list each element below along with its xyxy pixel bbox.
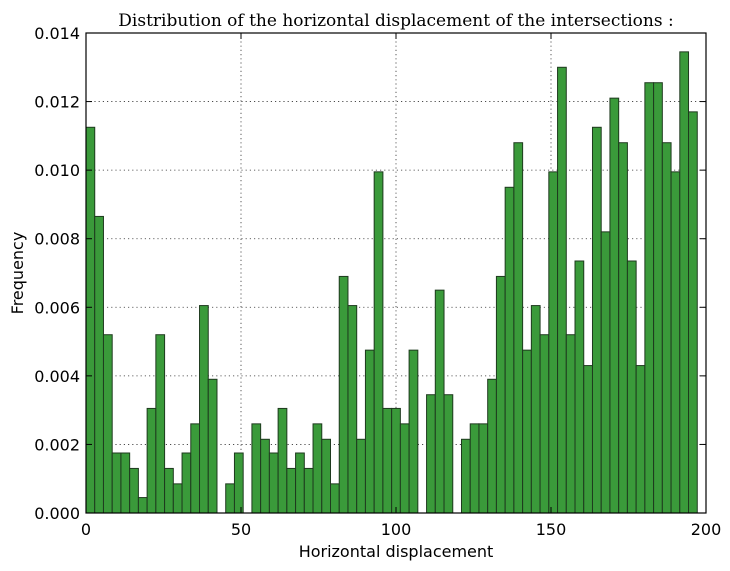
histogram-bar bbox=[190, 423, 201, 514]
histogram-bar bbox=[172, 483, 183, 514]
histogram-bar bbox=[94, 215, 104, 514]
histogram-bar bbox=[661, 142, 672, 514]
histogram-bar bbox=[478, 423, 489, 514]
histogram-bar bbox=[102, 334, 113, 514]
x-tick-label: 0 bbox=[81, 520, 91, 539]
histogram-bar bbox=[460, 438, 471, 514]
histogram-bar bbox=[260, 438, 270, 514]
histogram-bar bbox=[513, 142, 524, 514]
histogram-bar bbox=[347, 305, 358, 514]
histogram-bar bbox=[609, 97, 620, 514]
histogram-bar bbox=[574, 260, 585, 514]
histogram-bar bbox=[251, 423, 262, 514]
histogram-bar bbox=[565, 334, 576, 514]
y-tick-label: 0.000 bbox=[34, 504, 80, 523]
x-tick-label: 50 bbox=[231, 520, 251, 539]
chart-title: Distribution of the horizontal displacem… bbox=[118, 11, 673, 31]
histogram-bar bbox=[426, 394, 436, 514]
histogram-bar bbox=[626, 260, 637, 514]
histogram-bar bbox=[303, 467, 314, 514]
histogram-bar bbox=[268, 452, 279, 514]
x-tick-label: 200 bbox=[691, 520, 722, 539]
y-tick-label: 0.012 bbox=[34, 93, 80, 112]
histogram-bar bbox=[434, 289, 445, 514]
histogram-bar bbox=[530, 305, 541, 514]
x-tick-label: 100 bbox=[381, 520, 412, 539]
y-tick-label: 0.004 bbox=[34, 367, 80, 386]
histogram-bar bbox=[129, 467, 139, 514]
histogram-bar bbox=[321, 438, 332, 514]
histogram-bar bbox=[548, 171, 559, 514]
histogram-bar bbox=[199, 305, 209, 514]
histogram-bar bbox=[618, 142, 628, 514]
histogram-bar bbox=[469, 423, 480, 514]
x-tick-label: 150 bbox=[536, 520, 567, 539]
histogram-bar bbox=[120, 452, 131, 514]
histogram-bar bbox=[356, 438, 366, 514]
y-tick-label: 0.002 bbox=[34, 435, 80, 454]
y-axis-label: Frequency bbox=[8, 232, 27, 315]
histogram-bar bbox=[539, 334, 550, 514]
histogram-bar bbox=[312, 423, 323, 514]
histogram-bar bbox=[338, 275, 349, 514]
histogram-bar bbox=[373, 171, 384, 514]
histogram-bar bbox=[408, 349, 419, 514]
histogram-bar bbox=[330, 483, 340, 514]
histogram-bar bbox=[591, 126, 602, 514]
x-axis-label: Horizontal displacement bbox=[299, 542, 494, 561]
histogram-bar bbox=[557, 66, 567, 514]
histogram-bar bbox=[364, 349, 375, 514]
histogram-bar bbox=[653, 82, 663, 514]
histogram-bar bbox=[688, 111, 698, 514]
histogram-bar bbox=[495, 275, 506, 514]
histogram-bar bbox=[207, 378, 218, 514]
histogram-bar bbox=[164, 467, 174, 514]
histogram-bar bbox=[399, 423, 410, 514]
histogram-bar bbox=[225, 483, 235, 514]
y-tick-label: 0.008 bbox=[34, 230, 80, 249]
histogram-bar bbox=[583, 365, 593, 514]
histogram-bar bbox=[277, 407, 288, 514]
y-tick-label: 0.006 bbox=[34, 298, 80, 317]
histogram-bar bbox=[487, 378, 497, 514]
histogram-bar bbox=[670, 171, 681, 514]
axis-ticks: 0 50 100 150 200 0.000 0.002 0.004 0.006 0.008 0.0… bbox=[34, 24, 721, 539]
histogram-bar bbox=[382, 407, 393, 514]
histogram-bar bbox=[600, 231, 611, 514]
histogram-bar bbox=[644, 82, 655, 514]
histogram-bar bbox=[295, 452, 305, 514]
histogram-bar bbox=[155, 334, 166, 514]
histogram-bar bbox=[137, 497, 148, 514]
histogram-bar bbox=[391, 407, 401, 514]
histogram-bars bbox=[85, 51, 698, 514]
histogram-bar bbox=[146, 407, 157, 514]
histogram-bar bbox=[443, 394, 454, 514]
histogram-bar bbox=[679, 51, 690, 514]
histogram-bar bbox=[286, 467, 297, 514]
y-tick-label: 0.014 bbox=[34, 24, 80, 43]
histogram-bar bbox=[522, 349, 532, 514]
histogram-bar bbox=[111, 452, 122, 514]
histogram-bar bbox=[504, 186, 515, 514]
histogram-bar bbox=[233, 452, 244, 514]
histogram-bar bbox=[85, 126, 96, 514]
y-tick-label: 0.010 bbox=[34, 161, 80, 180]
histogram-bar bbox=[635, 365, 646, 514]
histogram-bar bbox=[181, 452, 192, 514]
